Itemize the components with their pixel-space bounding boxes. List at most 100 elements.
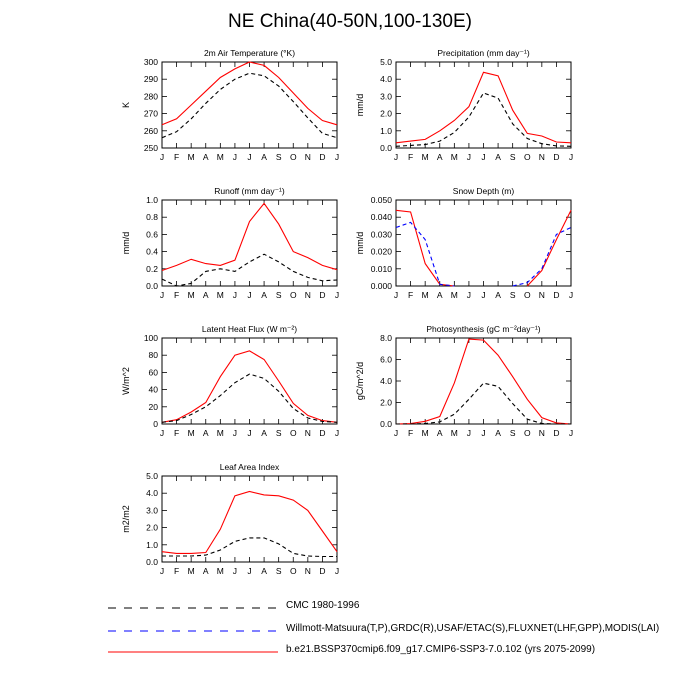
series-line-0 [161, 61, 338, 126]
x-tick-label: D [319, 428, 325, 438]
x-tick-label: J [569, 290, 573, 300]
series-line-0 [161, 350, 338, 423]
x-tick-label: F [408, 152, 413, 162]
panel-title: Precipitation (mm day⁻¹) [437, 48, 530, 58]
x-tick-label: J [233, 428, 237, 438]
panel-5: Photosynthesis (gC m⁻²day⁻¹) gC/m^2/d 0.0 2… [355, 324, 573, 438]
panel-3: Snow Depth (m) mm/d 0.000 0.010 0.020 0.030 0.… [355, 186, 573, 300]
x-tick-label: N [305, 152, 311, 162]
x-tick-label: J [467, 428, 471, 438]
x-tick-label: D [553, 428, 559, 438]
x-tick-label: A [495, 290, 501, 300]
x-tick-label: F [174, 566, 179, 576]
x-tick-label: F [408, 290, 413, 300]
x-tick-label: J [335, 152, 339, 162]
y-tick-label: 260 [144, 126, 158, 136]
plot-frame [161, 61, 338, 149]
y-axis-label: mm/d [355, 94, 365, 117]
x-tick-label: M [188, 152, 195, 162]
x-tick-label: J [394, 152, 398, 162]
plot-frame [395, 337, 572, 425]
y-tick-label: 0 [153, 419, 158, 429]
x-tick-label: D [319, 566, 325, 576]
x-tick-label: S [510, 290, 516, 300]
y-tick-label: 8.0 [380, 333, 392, 343]
x-tick-label: M [422, 152, 429, 162]
x-tick-label: N [305, 428, 311, 438]
y-tick-label: 0.0 [146, 557, 158, 567]
series-line-1 [512, 227, 572, 287]
x-tick-label: J [569, 152, 573, 162]
legend-label-observations: Willmott-Matsuura(T,P),GRDC(R),USAF/ETAC… [286, 623, 660, 634]
y-tick-label: 0.0 [146, 281, 158, 291]
x-tick-label: J [233, 566, 237, 576]
x-tick-label: A [261, 290, 267, 300]
x-tick-label: A [261, 566, 267, 576]
x-tick-label: J [335, 566, 339, 576]
x-tick-label: J [394, 290, 398, 300]
y-tick-label: 280 [144, 91, 158, 101]
legend-swatch-observations [108, 630, 278, 632]
y-axis-label: mm/d [121, 232, 131, 255]
y-axis-label: K [121, 102, 131, 108]
x-tick-label: J [247, 566, 251, 576]
legend-swatch-model [108, 651, 278, 653]
series-line-0 [395, 71, 572, 144]
y-tick-label: 1.0 [146, 195, 158, 205]
panel-2: Runoff (mm day⁻¹) mm/d 0.0 0.2 0.4 0.6 0.8 1.0 J… [121, 186, 339, 300]
legend-item-observations: Willmott-Matsuura(T,P),GRDC(R),USAF/ETAC… [108, 623, 668, 639]
x-tick-label: A [495, 428, 501, 438]
x-tick-label: D [553, 290, 559, 300]
y-tick-label: 2.0 [380, 109, 392, 119]
y-tick-label: 60 [149, 367, 159, 377]
y-tick-label: 250 [144, 143, 158, 153]
series-line-0 [161, 202, 338, 272]
series-line-1 [161, 72, 338, 139]
y-tick-label: 270 [144, 109, 158, 119]
y-tick-label: 0.010 [371, 264, 393, 274]
x-tick-label: F [174, 152, 179, 162]
y-tick-label: 2.0 [380, 398, 392, 408]
x-tick-label: A [203, 566, 209, 576]
x-tick-label: J [481, 290, 485, 300]
x-tick-label: S [510, 428, 516, 438]
x-tick-label: J [467, 290, 471, 300]
x-tick-label: A [261, 428, 267, 438]
y-tick-label: 0.0 [380, 419, 392, 429]
x-tick-label: O [524, 428, 531, 438]
x-tick-label: J [481, 152, 485, 162]
series-line-0 [161, 490, 338, 554]
x-tick-label: N [539, 152, 545, 162]
series-line-1 [162, 537, 337, 558]
panel-title: Photosynthesis (gC m⁻²day⁻¹) [426, 324, 540, 334]
y-axis-label: mm/d [355, 232, 365, 255]
x-tick-label: S [510, 152, 516, 162]
series-line-1 [161, 373, 338, 423]
x-tick-label: J [335, 428, 339, 438]
y-tick-label: 0.050 [371, 195, 393, 205]
x-tick-label: N [539, 290, 545, 300]
x-tick-label: J [247, 428, 251, 438]
y-tick-label: 2.0 [146, 523, 158, 533]
x-tick-label: S [276, 152, 282, 162]
plot-frame [395, 61, 572, 149]
y-tick-label: 5.0 [146, 471, 158, 481]
y-tick-label: 3.0 [146, 505, 158, 515]
x-tick-label: A [437, 152, 443, 162]
x-tick-label: J [160, 152, 164, 162]
x-tick-label: A [437, 428, 443, 438]
series-line-0 [395, 209, 455, 287]
y-axis-label: W/m^2 [121, 367, 131, 395]
y-tick-label: 100 [144, 333, 158, 343]
x-tick-label: O [290, 152, 297, 162]
x-tick-label: J [233, 152, 237, 162]
x-tick-label: A [203, 152, 209, 162]
panel-title: Snow Depth (m) [453, 186, 515, 196]
panel-0: 2m Air Temperature (°K) K 250 260 270 280 290 3… [121, 48, 339, 162]
x-tick-label: M [422, 428, 429, 438]
plot-frame [161, 199, 338, 287]
y-tick-label: 300 [144, 57, 158, 67]
y-tick-label: 0.000 [371, 281, 393, 291]
x-tick-label: J [160, 290, 164, 300]
legend-item-cmc: CMC 1980-1996 [108, 600, 668, 616]
